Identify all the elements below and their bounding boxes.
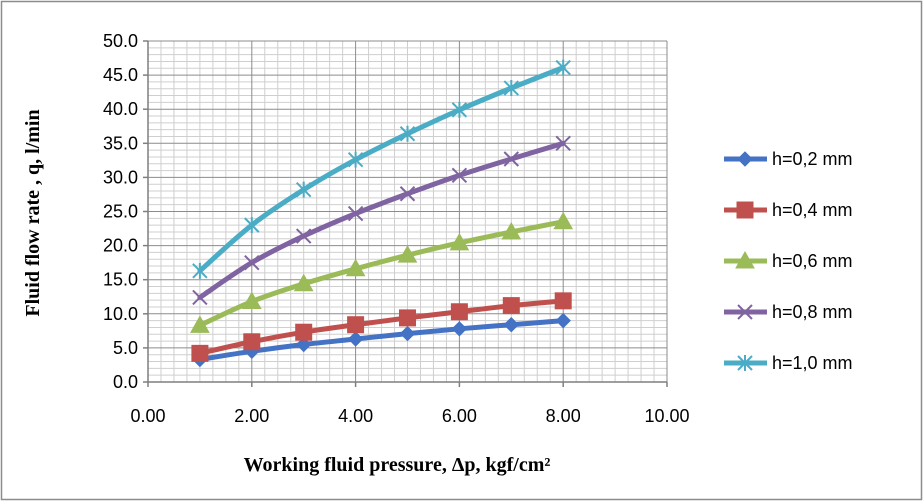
data-point: [345, 258, 366, 277]
legend-swatch-marker: [736, 201, 754, 219]
data-point: [399, 186, 416, 202]
y-tick-label: 20.0: [103, 236, 138, 256]
data-point: [399, 309, 416, 327]
legend-entry: h=0,4 mm: [724, 200, 853, 220]
legend-label: h=1,0 mm: [772, 353, 853, 373]
series-h-0-6-mm: [190, 211, 574, 333]
legend-label: h=0,2 mm: [772, 149, 853, 169]
series-h-1-0-mm: [192, 59, 571, 279]
axes: [143, 40, 668, 387]
data-point: [555, 59, 571, 76]
series-h-0-4-mm: [191, 292, 572, 362]
data-point: [295, 228, 312, 244]
data-point: [347, 151, 364, 168]
x-tick-label: 0.00: [130, 406, 165, 426]
legend-swatch-marker: [737, 304, 753, 320]
data-point: [449, 232, 470, 251]
y-tick-label: 30.0: [103, 167, 138, 187]
data-point: [241, 291, 262, 310]
y-tick-label: 50.0: [103, 31, 138, 51]
data-point: [451, 167, 468, 184]
y-tick-label: 40.0: [103, 99, 138, 119]
y-tick-label: 25.0: [103, 202, 138, 222]
gridlines: [148, 40, 668, 382]
legend-swatch-marker: [735, 250, 755, 269]
y-tick-label: 35.0: [103, 133, 138, 153]
data-point: [191, 344, 209, 362]
data-point: [192, 289, 208, 306]
legend-label: h=0,8 mm: [772, 302, 853, 322]
data-point: [295, 336, 312, 353]
data-point: [347, 316, 365, 334]
data-point: [295, 181, 312, 198]
y-tick-label: 10.0: [103, 304, 138, 324]
data-point: [503, 80, 520, 97]
y-tick-label: 0.0: [113, 372, 138, 392]
y-tick-label: 15.0: [103, 270, 138, 290]
data-point: [451, 101, 468, 118]
data-point: [451, 321, 468, 337]
data-point: [503, 317, 520, 333]
x-tick-label: 4.00: [338, 406, 373, 426]
data-point: [397, 245, 418, 263]
x-tick-label: 8.00: [546, 406, 581, 426]
data-point: [244, 217, 260, 234]
y-tick-label: 45.0: [103, 65, 138, 85]
legend-swatch-marker: [737, 151, 753, 167]
legend-entry: h=0,2 mm: [724, 149, 853, 169]
legend: h=0,2 mm h=0,4 mm h=0,6 mm h=0,8 mm h=1,0 mm: [724, 149, 853, 373]
series-layer: [190, 59, 574, 368]
legend-label: h=0,6 mm: [772, 251, 853, 271]
data-point: [347, 331, 364, 347]
x-tick-label: 6.00: [442, 406, 477, 426]
series-line: [197, 140, 566, 300]
y-tick-label: 5.0: [113, 338, 138, 358]
data-point: [295, 323, 313, 341]
data-point: [244, 254, 260, 271]
y-axis-title: Fluid flow rate , q, l/min: [22, 109, 44, 316]
data-point: [190, 315, 210, 333]
data-point: [553, 211, 574, 230]
data-point: [555, 312, 571, 329]
data-point: [555, 135, 571, 152]
data-point: [293, 273, 314, 292]
data-point: [450, 303, 468, 321]
legend-entry: h=0,8 mm: [724, 302, 853, 322]
data-point: [501, 221, 522, 240]
legend-label: h=0,4 mm: [772, 200, 853, 220]
tick-labels: 0.00 2.00 4.00 6.00 8.00 10.00 0.0 5.0 10.0 15.0 2…: [103, 31, 690, 426]
x-tick-label: 2.00: [234, 406, 269, 426]
x-tick-label: 10.00: [644, 406, 689, 426]
x-axis-title: Working fluid pressure, Δp, kgf/cm²: [244, 454, 551, 476]
legend-entry: h=1,0 mm: [724, 353, 853, 373]
data-point: [399, 125, 416, 142]
data-point: [347, 205, 364, 222]
data-point: [399, 325, 416, 342]
data-point: [502, 297, 520, 315]
data-point: [503, 151, 520, 167]
data-point: [554, 292, 572, 310]
legend-entry: h=0,6 mm: [724, 250, 853, 271]
data-point: [243, 333, 261, 351]
legend-swatch-marker: [737, 355, 753, 371]
series-h-0-8-mm: [192, 135, 571, 306]
data-point: [192, 262, 208, 279]
